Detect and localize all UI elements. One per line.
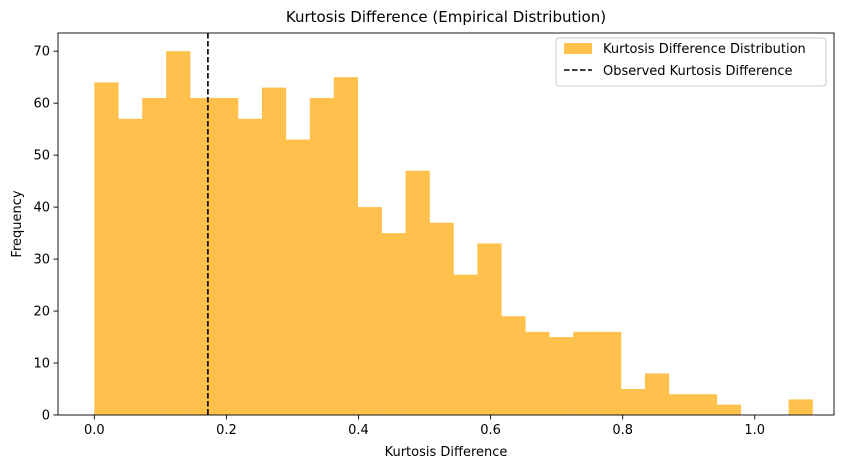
histogram-bar	[692, 394, 718, 415]
plot-frame	[57, 32, 835, 416]
legend: Kurtosis Difference Distribution Observe…	[555, 37, 827, 87]
y-tick-label: 50	[33, 149, 50, 164]
histogram-bar	[597, 331, 622, 415]
histogram-bar	[644, 373, 670, 415]
histogram-bar	[429, 222, 454, 415]
histogram-bar	[573, 331, 598, 415]
histogram-bar	[381, 233, 406, 415]
x-tick-label: 0.4	[348, 423, 369, 438]
y-tick-label: 70	[33, 45, 50, 60]
histogram-bar	[668, 394, 694, 415]
x-axis-label: Kurtosis Difference	[385, 445, 508, 460]
y-tick-label: 40	[33, 201, 50, 216]
histogram-bar	[237, 118, 263, 416]
x-tick-label: 0.2	[216, 423, 237, 438]
histogram-bar	[285, 139, 311, 415]
histogram-bar	[309, 97, 335, 415]
histogram-bar	[190, 97, 215, 415]
x-tick-label: 0.8	[612, 423, 633, 438]
legend-label-observed: Observed Kurtosis Difference	[603, 64, 793, 79]
y-tick-label: 30	[33, 253, 50, 268]
y-tick-label: 10	[33, 357, 50, 372]
histogram-bar	[357, 207, 382, 415]
x-tick-label: 0.0	[84, 423, 105, 438]
y-tick-label: 0	[42, 409, 50, 424]
histogram-bar	[261, 87, 287, 416]
histogram-bar	[549, 337, 574, 415]
histogram-bar	[142, 97, 167, 415]
x-tick-label: 1.0	[744, 423, 765, 438]
histogram-bar	[621, 389, 646, 415]
histogram-bar	[405, 170, 430, 415]
legend-label-distribution: Kurtosis Difference Distribution	[603, 42, 806, 57]
histogram-bar	[501, 316, 526, 415]
histogram-bar	[788, 399, 813, 415]
legend-patch-distribution	[564, 43, 592, 54]
y-axis-label: Frequency	[10, 190, 25, 257]
x-axis-ticks: 0.0 0.2 0.4 0.6 0.8 1.0	[84, 415, 765, 438]
histogram-bar	[477, 243, 502, 415]
y-axis-ticks: 0 10 20 30 40 50 60 70	[33, 45, 58, 424]
histogram-bar	[94, 82, 119, 416]
histogram-bar	[333, 77, 358, 415]
histogram-bar	[118, 118, 143, 416]
histogram-bar	[166, 51, 191, 415]
y-tick-label: 60	[33, 97, 50, 112]
x-tick-label: 0.6	[480, 423, 501, 438]
chart-title: Kurtosis Difference (Empirical Distribut…	[286, 8, 606, 26]
histogram-bar	[453, 274, 478, 415]
histogram-bar	[716, 404, 742, 415]
histogram-bar	[525, 331, 550, 415]
legend-box	[555, 37, 827, 87]
histogram-bar	[214, 97, 239, 415]
histogram-bars	[94, 51, 813, 416]
y-tick-label: 20	[33, 305, 50, 320]
